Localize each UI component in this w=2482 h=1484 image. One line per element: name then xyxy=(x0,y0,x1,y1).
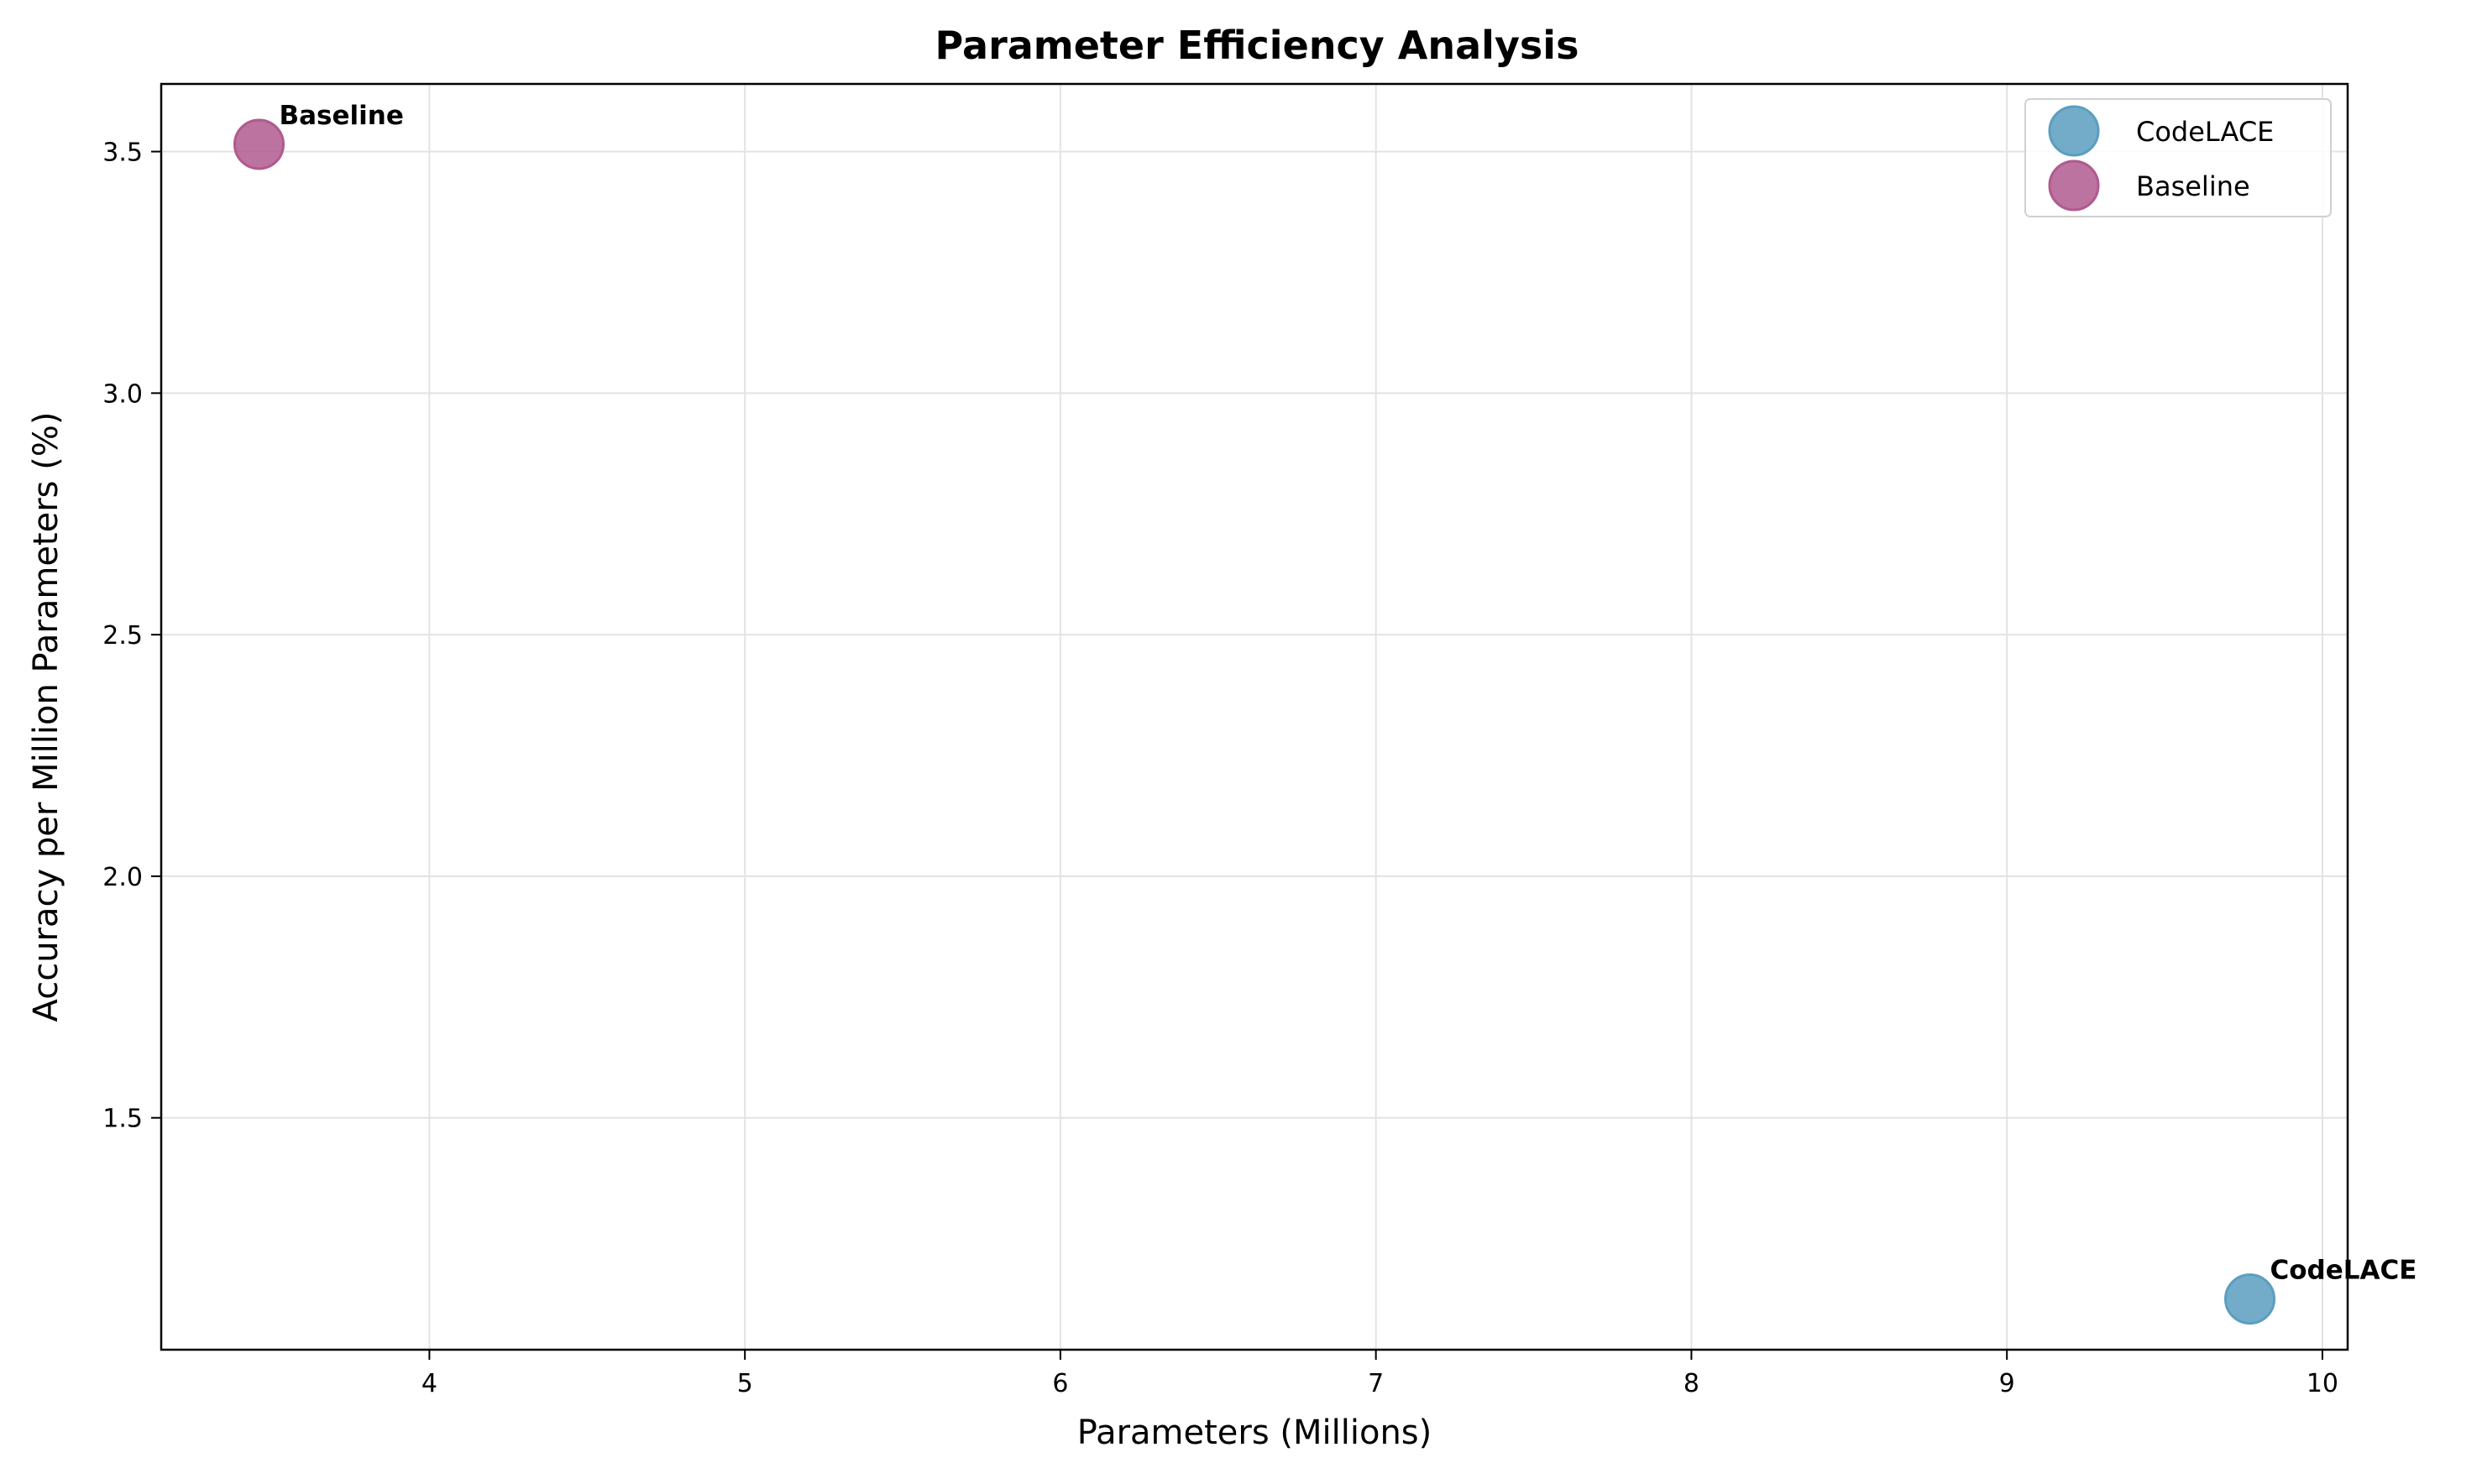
x-tick-label: 8 xyxy=(1683,1369,1699,1398)
legend-marker xyxy=(2048,159,2100,212)
legend-box xyxy=(2024,98,2332,217)
x-tick-label: 9 xyxy=(1999,1369,2015,1398)
grid-lines xyxy=(161,84,2348,1350)
legend-entry: CodeLACE xyxy=(2136,116,2274,148)
x-tick-label: 4 xyxy=(422,1369,437,1398)
x-tick-label: 10 xyxy=(2307,1369,2338,1398)
y-tick-label: 3.5 xyxy=(102,138,143,168)
x-tick-label: 5 xyxy=(737,1369,753,1398)
legend: CodeLACE Baseline xyxy=(2024,98,2332,217)
x-tick-label: 7 xyxy=(1368,1369,1384,1398)
data-point xyxy=(233,118,285,170)
axis-ticks: 4 5 6 7 8 9 10 1.5 2.0 2.5 3.0 3.5 xyxy=(102,138,2338,1398)
legend-entry: Baseline xyxy=(2136,170,2250,202)
x-axis-label: Parameters (Millions) xyxy=(1077,1413,1432,1452)
y-tick-label: 2.0 xyxy=(102,863,143,892)
chart-title: Parameter Efficiency Analysis xyxy=(935,23,1579,68)
y-tick-label: 2.5 xyxy=(102,621,143,651)
y-axis-label: Accuracy per Million Parameters (%) xyxy=(27,412,65,1022)
data-points: CodeLACE Baseline xyxy=(233,101,2417,1325)
plot-frame xyxy=(160,82,2349,1351)
y-tick-label: 1.5 xyxy=(102,1105,143,1134)
legend-marker xyxy=(2048,105,2100,157)
data-point xyxy=(2224,1273,2276,1325)
point-annotation: CodeLACE xyxy=(2270,1256,2417,1286)
point-annotation: Baseline xyxy=(279,101,403,131)
x-tick-label: 6 xyxy=(1052,1369,1068,1398)
y-tick-label: 3.0 xyxy=(102,379,143,409)
